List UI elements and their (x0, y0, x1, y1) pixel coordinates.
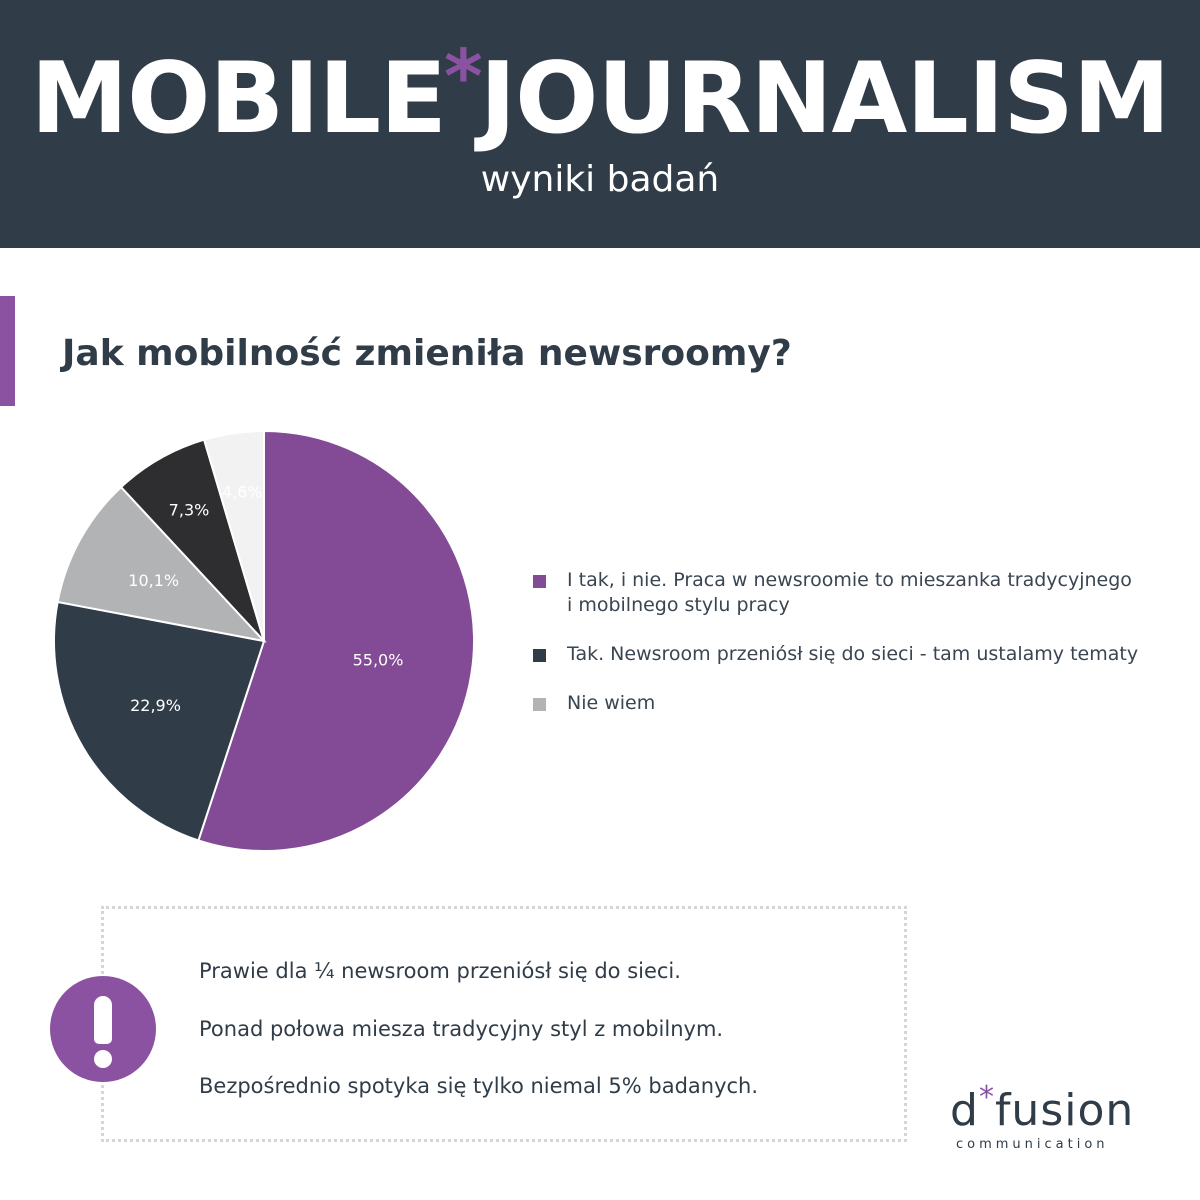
pie-label-3: 10,1% (128, 571, 179, 590)
logo-tagline: communication (956, 1137, 1109, 1152)
legend-swatch-mixed (533, 575, 546, 588)
chart-legend: I tak, i nie. Praca w newsroomie to mies… (533, 568, 1193, 740)
legend-swatch-dont-know (533, 698, 546, 711)
logo-fusion: fusion (994, 1085, 1135, 1136)
legend-label-online: Tak. Newsroom przeniósł się do sieci - t… (567, 643, 1139, 665)
legend-swatch-online (533, 649, 546, 662)
header-banner: MOBILE*JOURNALISM wyniki badań (0, 0, 1200, 248)
legend-label-mixed: I tak, i nie. Praca w newsroomie to mies… (567, 568, 1193, 618)
title-asterisk: * (444, 34, 483, 120)
summary-line-1: Prawie dla ¼ newsroom przeniósł się do s… (199, 959, 681, 983)
exclamation-bar (94, 996, 112, 1044)
exclamation-dot (94, 1050, 112, 1068)
legend-label-mixed-line1: I tak, i nie. Praca w newsroomie to mies… (567, 569, 1132, 591)
pie-label-1: 55,0% (353, 650, 404, 669)
pie-slice-5 (202, 429, 265, 642)
pie-slice-online (53, 600, 266, 842)
pie-label-5: 4,6% (222, 482, 263, 501)
dfusion-logo: d*fusion communication (950, 1080, 1150, 1153)
legend-item-dont-know: Nie wiem (533, 691, 1193, 716)
logo-wordmark: d*fusion (950, 1080, 1150, 1141)
page-title: MOBILE*JOURNALISM (0, 34, 1200, 162)
legend-label-mixed-line2: i mobilnego stylu pracy (567, 594, 790, 616)
summary-line-3: Bezpośrednio spotyka się tylko niemal 5%… (199, 1074, 759, 1098)
legend-label-dont-know: Nie wiem (567, 692, 656, 714)
pie-chart: 55,0% 22,9% 10,1% 7,3% 4,6% (53, 429, 475, 852)
pie-slice-dont-know (56, 485, 267, 643)
exclamation-icon (50, 976, 156, 1082)
legend-item-mixed: I tak, i nie. Praca w newsroomie to mies… (533, 568, 1193, 618)
logo-d: d (950, 1085, 979, 1136)
title-part-1: MOBILE (30, 42, 447, 156)
question-accent-bar (0, 296, 15, 406)
legend-item-online: Tak. Newsroom przeniósł się do sieci - t… (533, 642, 1193, 667)
question-heading: Jak mobilność zmieniła newsroomy? (62, 333, 792, 374)
page-subtitle: wyniki badań (480, 159, 720, 200)
logo-asterisk: * (978, 1080, 995, 1115)
pie-label-4: 7,3% (169, 501, 210, 520)
title-part-2: JOURNALISM (479, 42, 1171, 156)
pie-label-2: 22,9% (130, 696, 181, 715)
summary-line-2: Ponad połowa miesza tradycyjny styl z mo… (199, 1017, 724, 1041)
pie-slice-mixed (197, 429, 475, 852)
